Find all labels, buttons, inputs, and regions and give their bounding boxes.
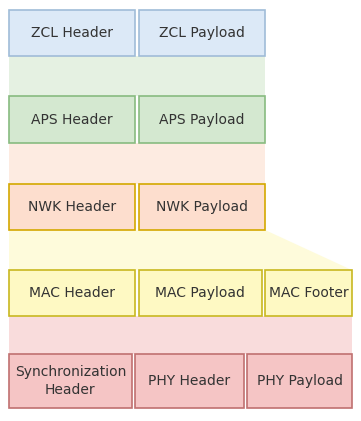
Bar bbox=[135, 354, 244, 408]
Bar bbox=[247, 354, 352, 408]
Polygon shape bbox=[9, 230, 352, 270]
Bar bbox=[139, 10, 265, 56]
Bar bbox=[9, 10, 135, 56]
Polygon shape bbox=[9, 56, 265, 96]
Text: MAC Payload: MAC Payload bbox=[156, 286, 245, 300]
Text: APS Header: APS Header bbox=[31, 112, 113, 127]
Text: NWK Header: NWK Header bbox=[28, 200, 116, 214]
Bar bbox=[9, 184, 135, 230]
Text: ZCL Payload: ZCL Payload bbox=[159, 26, 245, 40]
Text: MAC Footer: MAC Footer bbox=[269, 286, 348, 300]
Bar bbox=[139, 184, 265, 230]
Bar bbox=[9, 96, 135, 143]
Text: APS Payload: APS Payload bbox=[160, 112, 245, 127]
Bar bbox=[139, 270, 262, 317]
Text: Synchronization
Header: Synchronization Header bbox=[15, 365, 126, 397]
Text: MAC Header: MAC Header bbox=[29, 286, 115, 300]
Text: NWK Payload: NWK Payload bbox=[156, 200, 248, 214]
Bar bbox=[265, 270, 352, 317]
Bar bbox=[139, 96, 265, 143]
Bar bbox=[9, 270, 135, 317]
Polygon shape bbox=[9, 317, 352, 354]
Text: ZCL Header: ZCL Header bbox=[31, 26, 113, 40]
Text: PHY Payload: PHY Payload bbox=[257, 374, 343, 388]
Bar bbox=[9, 354, 132, 408]
Polygon shape bbox=[9, 143, 265, 184]
Text: PHY Header: PHY Header bbox=[148, 374, 231, 388]
